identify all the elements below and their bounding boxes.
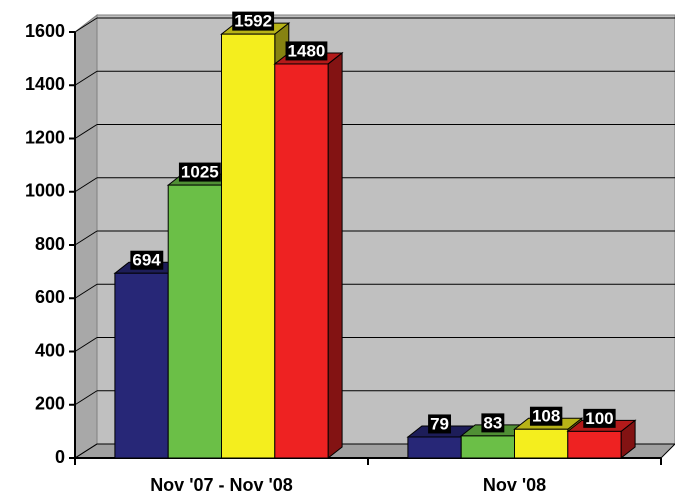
y-tick-label: 200 xyxy=(35,394,65,414)
grid-line xyxy=(74,230,98,246)
grid-line xyxy=(74,177,98,193)
y-tick-label: 1000 xyxy=(25,181,65,201)
grid-line xyxy=(74,124,98,139)
grid-line xyxy=(74,337,98,352)
grid-line xyxy=(74,443,98,459)
value-label-box xyxy=(481,413,505,433)
value-label-box xyxy=(529,406,563,426)
bar-front xyxy=(274,63,329,459)
bar-front xyxy=(460,435,516,459)
y-tick-label: 1600 xyxy=(25,21,65,41)
grid-line xyxy=(74,390,98,406)
y-tick-label: 0 xyxy=(55,447,65,467)
y-tick-label: 600 xyxy=(35,287,65,307)
value-label: 100 xyxy=(585,409,613,428)
grid-line xyxy=(74,70,98,86)
grid-line xyxy=(74,283,98,299)
bar-front xyxy=(407,436,462,459)
value-label: 108 xyxy=(532,407,560,426)
x-tick-label: Nov '08 xyxy=(483,475,546,495)
bar xyxy=(273,51,344,460)
value-label-box xyxy=(428,414,452,434)
value-label: 1480 xyxy=(288,41,326,60)
value-label-box xyxy=(583,408,616,428)
value-label-box xyxy=(232,11,275,31)
y-tick-label: 800 xyxy=(35,234,65,254)
side-wall xyxy=(74,13,98,459)
value-label: 83 xyxy=(483,413,502,432)
value-label-box xyxy=(178,162,221,182)
bar-front xyxy=(167,184,222,459)
bar-front xyxy=(567,430,622,459)
grid-line xyxy=(74,17,98,33)
y-tick-label: 1400 xyxy=(25,74,65,94)
bar-front xyxy=(114,272,169,459)
bar-side xyxy=(327,51,343,460)
value-label: 1025 xyxy=(181,163,219,182)
x-tick-label: Nov '07 - Nov '08 xyxy=(150,475,293,495)
bar-front xyxy=(514,428,569,459)
value-label: 79 xyxy=(430,414,449,433)
value-label: 1592 xyxy=(234,12,272,31)
y-tick-label: 400 xyxy=(35,340,65,360)
value-label: 694 xyxy=(132,251,161,270)
bar-front xyxy=(221,33,276,459)
value-label-box xyxy=(285,41,328,61)
value-label-box xyxy=(130,250,164,270)
y-tick-label: 1200 xyxy=(25,127,65,147)
bar xyxy=(566,419,637,460)
